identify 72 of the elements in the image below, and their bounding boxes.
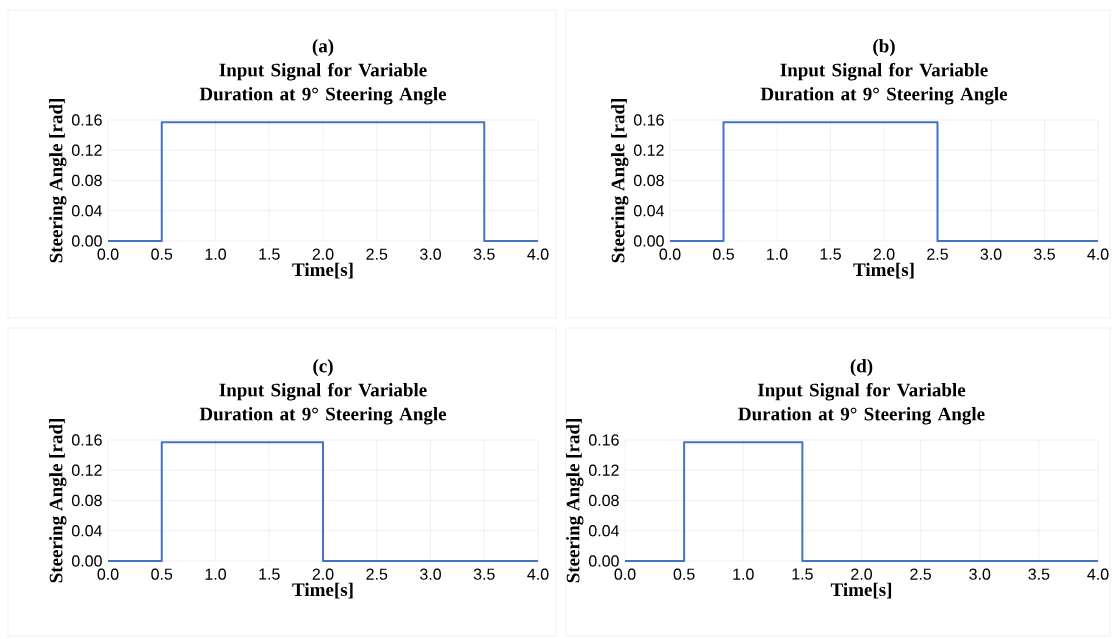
x-axis-title: Time[s] bbox=[292, 262, 353, 279]
y-tick-label: 0.12 bbox=[588, 464, 619, 476]
x-tick-label: 2.0 bbox=[312, 248, 334, 260]
x-tick-label: 1.0 bbox=[733, 568, 754, 580]
chart-subtitle: Input Signal for Variable Duration at 9° Steering Angle bbox=[760, 62, 1008, 105]
chart-subtitle: Input Signal for Variable Duration at 9° Steering Angle bbox=[199, 62, 447, 105]
x-tick-label: 0.5 bbox=[673, 568, 695, 580]
y-axis-title: Steering Angle [rad] bbox=[566, 419, 584, 583]
x-tick-label: 2.0 bbox=[312, 568, 334, 580]
x-axis-title: Time[s] bbox=[853, 262, 914, 279]
y-tick-label: 0.08 bbox=[633, 174, 664, 187]
x-tick-label: 3.0 bbox=[420, 248, 441, 260]
y-tick-label: 0.12 bbox=[71, 144, 102, 156]
y-tick-label: 0.00 bbox=[71, 235, 102, 247]
x-tick-label: 1.5 bbox=[259, 568, 280, 580]
x-tick-label: 4.0 bbox=[527, 248, 549, 260]
chart-subtitle: Input Signal for Variable Duration at 9° Steering Angle bbox=[199, 382, 447, 425]
x-tick-label: 2.5 bbox=[910, 568, 932, 580]
y-tick-label: 0.08 bbox=[588, 494, 619, 507]
y-axis-title: Steering Angle [rad] bbox=[49, 419, 67, 583]
y-tick-label: 0.04 bbox=[71, 525, 102, 537]
x-tick-label: 0.0 bbox=[614, 568, 636, 580]
y-tick-label: 0.16 bbox=[633, 114, 664, 126]
x-tick-label: 2.0 bbox=[873, 248, 895, 260]
x-tick-label: 0.0 bbox=[97, 568, 119, 580]
x-tick-label: 0.5 bbox=[151, 568, 173, 580]
x-tick-label: 0.0 bbox=[659, 248, 681, 260]
x-tick-label: 1.5 bbox=[259, 248, 280, 260]
x-axis-title: Time[s] bbox=[292, 582, 353, 599]
x-tick-label: 3.0 bbox=[420, 568, 441, 580]
y-tick-label: 0.08 bbox=[71, 494, 102, 507]
x-tick-label: 1.0 bbox=[205, 568, 226, 580]
x-tick-label: 1.5 bbox=[820, 248, 841, 260]
x-tick-label: 0.0 bbox=[97, 248, 119, 260]
chart-title: (b) bbox=[873, 39, 895, 57]
y-tick-label: 0.08 bbox=[71, 174, 102, 187]
x-tick-label: 2.5 bbox=[366, 248, 388, 260]
y-axis-title: Steering Angle [rad] bbox=[49, 99, 67, 263]
x-tick-label: 1.0 bbox=[205, 248, 226, 260]
y-tick-label: 0.00 bbox=[71, 555, 102, 567]
x-tick-label: 0.5 bbox=[151, 248, 173, 260]
x-tick-label: 1.0 bbox=[767, 248, 788, 260]
x-tick-label: 2.5 bbox=[366, 568, 388, 580]
x-tick-label: 3.5 bbox=[1028, 568, 1050, 580]
chart-title: (d) bbox=[850, 359, 873, 377]
x-tick-label: 3.5 bbox=[473, 248, 495, 260]
y-axis-title: Steering Angle [rad] bbox=[611, 99, 629, 263]
y-tick-label: 0.04 bbox=[71, 205, 102, 217]
x-tick-label: 4.0 bbox=[1087, 248, 1109, 260]
x-tick-label: 3.5 bbox=[1033, 248, 1055, 260]
chart-title: (c) bbox=[313, 359, 333, 377]
x-tick-label: 3.0 bbox=[980, 248, 1002, 260]
y-tick-label: 0.04 bbox=[633, 205, 664, 217]
x-tick-label: 0.5 bbox=[713, 248, 734, 260]
y-tick-label: 0.04 bbox=[588, 525, 619, 537]
x-axis-title: Time[s] bbox=[830, 582, 892, 599]
y-tick-label: 0.16 bbox=[71, 434, 102, 446]
y-tick-label: 0.12 bbox=[633, 144, 664, 156]
x-tick-label: 3.0 bbox=[969, 568, 991, 580]
y-tick-label: 0.16 bbox=[71, 114, 102, 126]
y-tick-label: 0.12 bbox=[71, 464, 102, 476]
chart-title: (a) bbox=[312, 39, 334, 57]
x-tick-label: 2.5 bbox=[927, 248, 948, 260]
y-tick-label: 0.00 bbox=[633, 235, 664, 247]
x-tick-label: 3.5 bbox=[473, 568, 495, 580]
x-tick-label: 4.0 bbox=[1087, 568, 1109, 580]
y-tick-label: 0.16 bbox=[588, 434, 619, 446]
x-tick-label: 1.5 bbox=[792, 568, 813, 580]
x-tick-label: 4.0 bbox=[527, 568, 549, 580]
y-tick-label: 0.00 bbox=[588, 555, 619, 567]
chart-subtitle: Input Signal for Variable Duration at 9° Steering Angle bbox=[738, 382, 985, 425]
x-tick-label: 2.0 bbox=[851, 568, 872, 580]
